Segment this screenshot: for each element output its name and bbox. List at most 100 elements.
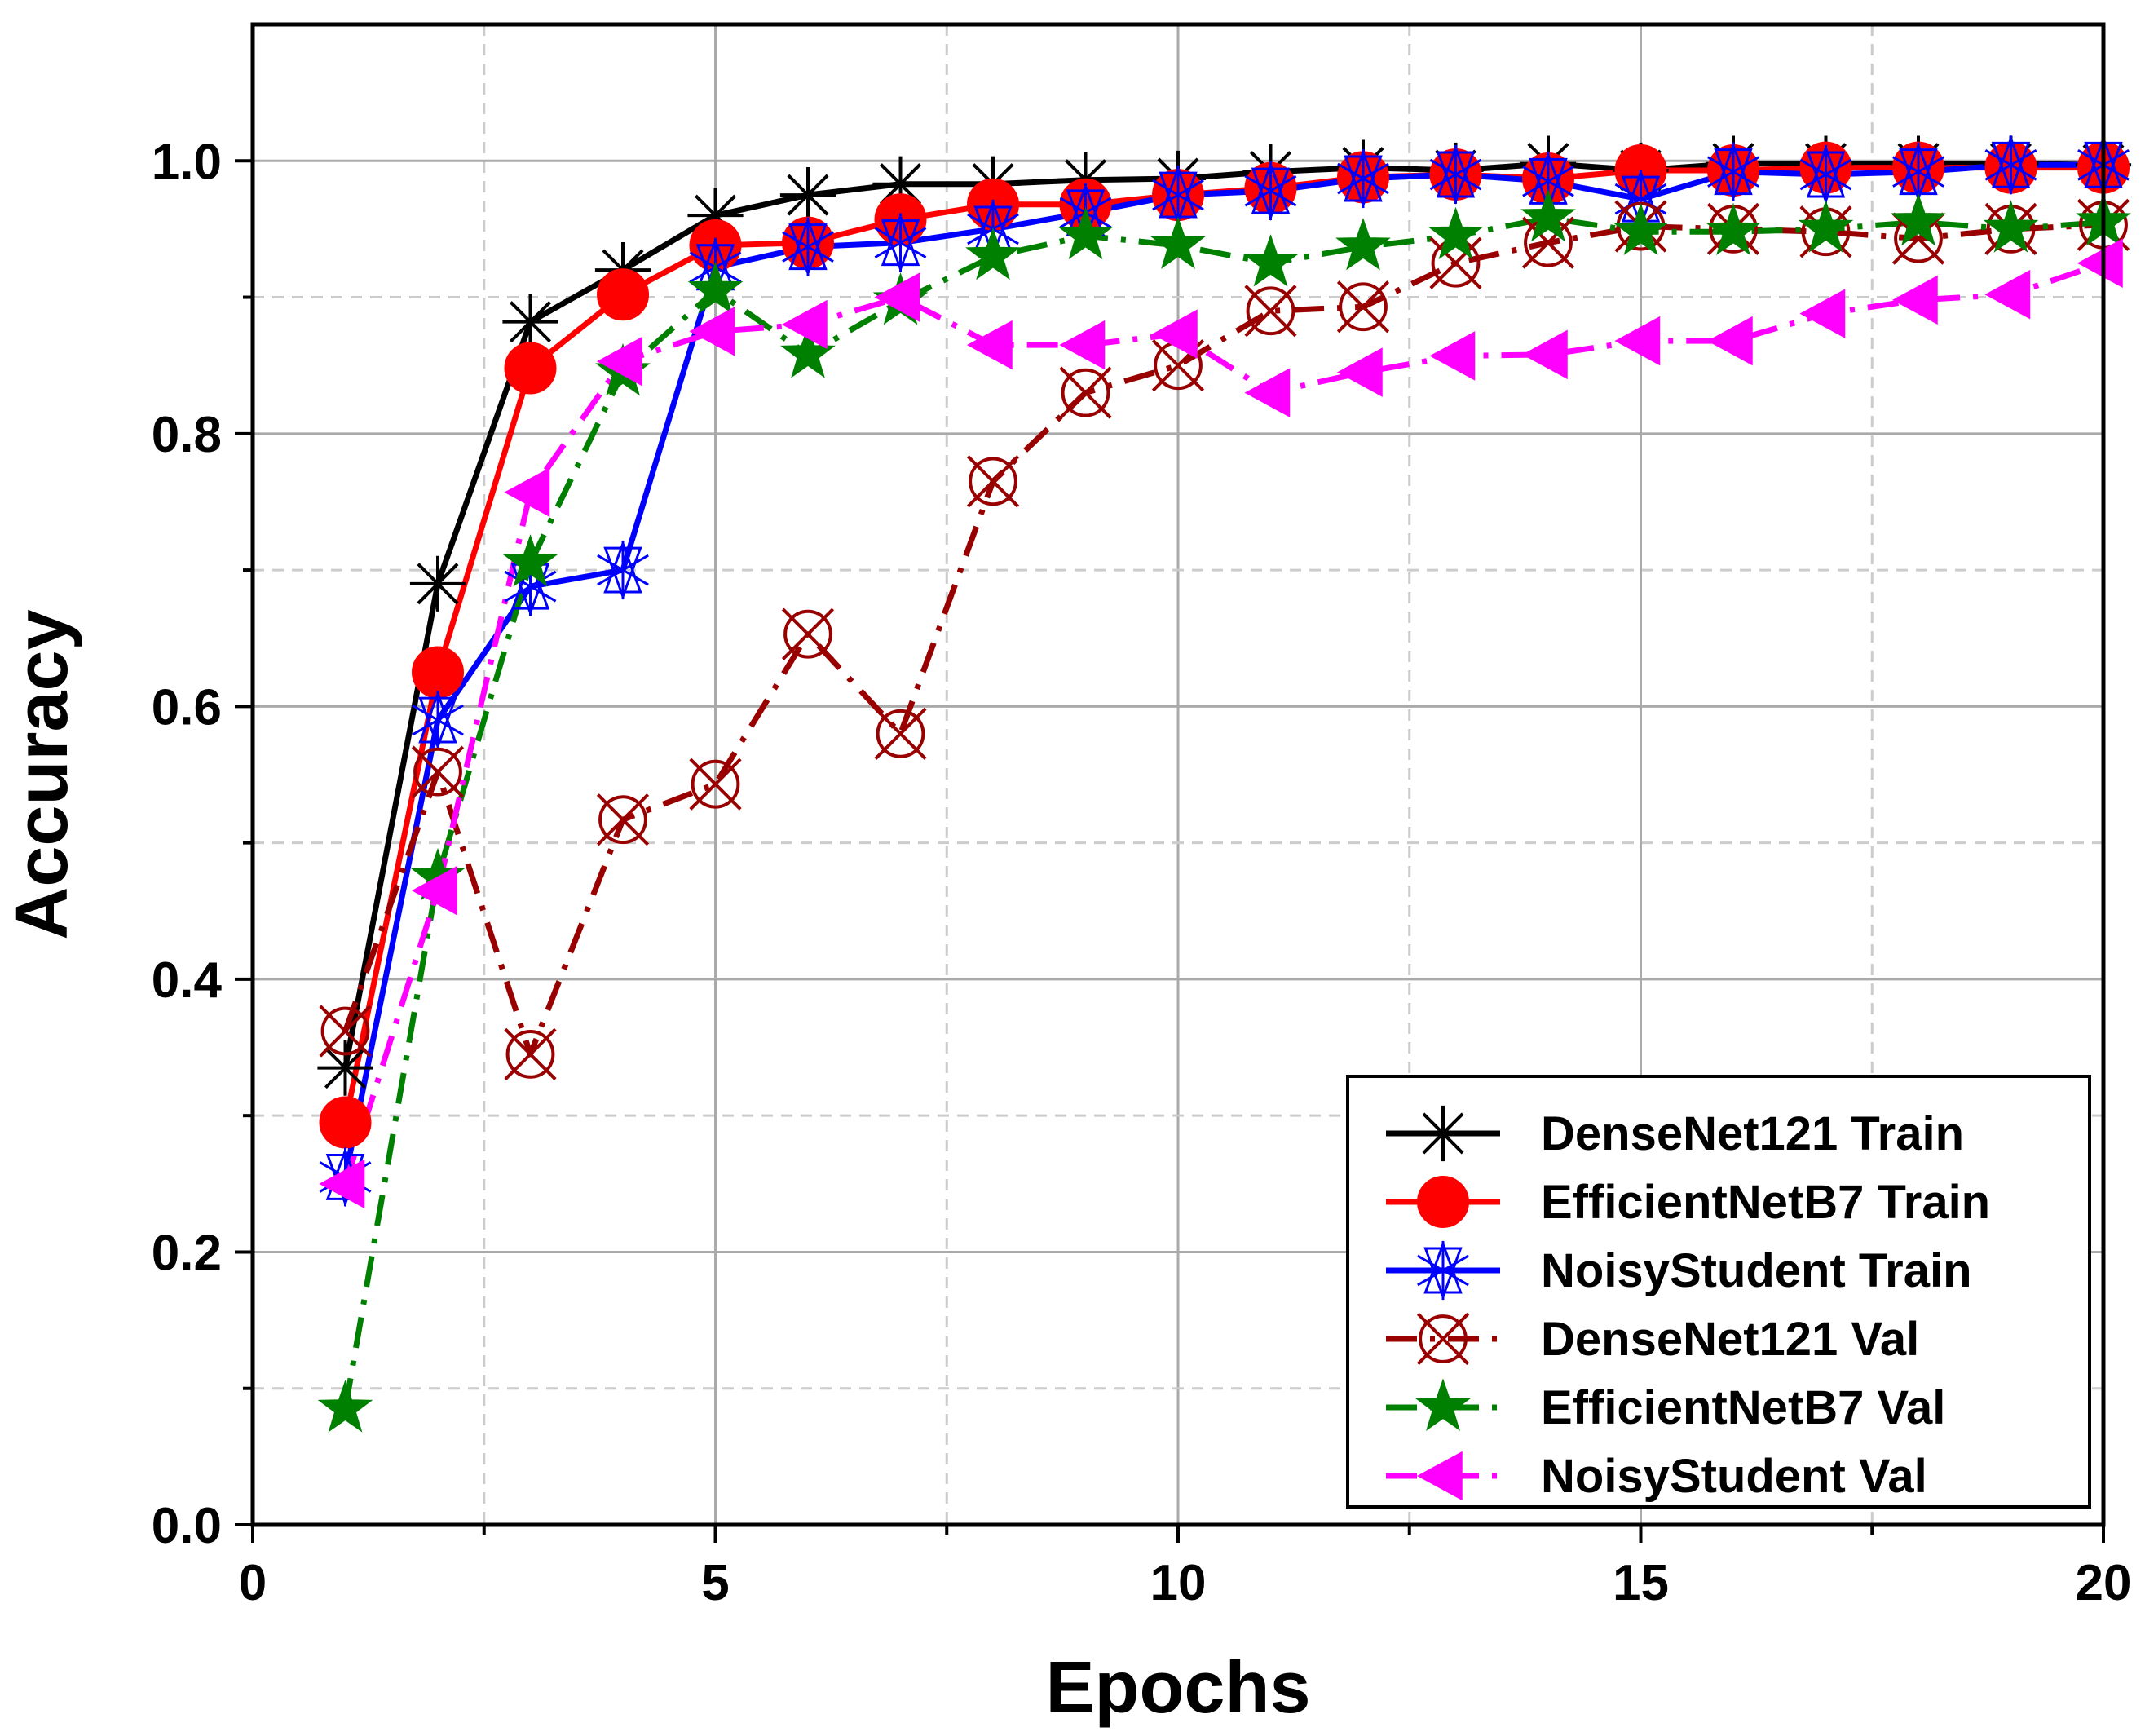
marker-star-x — [510, 556, 550, 610]
marker-star-x — [1707, 156, 1759, 188]
marker-star — [1613, 202, 1669, 256]
series-markers-3 — [319, 198, 2130, 1081]
marker-circle-x — [319, 1005, 372, 1058]
marker-star-x — [695, 244, 735, 298]
marker-circle-x — [320, 1006, 370, 1056]
legend-label: EfficientNetB7 Val — [1541, 1381, 1945, 1434]
marker-star — [1335, 218, 1391, 271]
marker-star-x — [1991, 135, 2031, 188]
marker-triangle-left — [504, 467, 550, 518]
marker-star-x — [1251, 167, 1291, 221]
legend-label: NoisyStudent Val — [1541, 1450, 1927, 1503]
x-tick-label: 10 — [1150, 1555, 1207, 1611]
marker-circle-x — [596, 793, 650, 846]
axes: 0 5 10 15 20 0.0 0.2 0.4 0.6 0.8 1.0 — [152, 134, 2132, 1611]
marker-circle-x — [1244, 285, 1297, 338]
marker-triangle-left — [1706, 316, 1753, 366]
marker-star-x — [603, 540, 642, 594]
marker-star — [317, 1380, 373, 1433]
marker-triangle-left — [781, 299, 828, 350]
marker-star-x — [603, 546, 642, 600]
marker-star-x — [1152, 179, 1204, 211]
marker-triangle-left — [1521, 329, 1568, 380]
marker-triangle-left — [596, 336, 642, 387]
marker-star-x — [1892, 156, 1944, 188]
legend-label: NoisyStudent Train — [1541, 1244, 1972, 1297]
marker-circle-x — [1059, 366, 1112, 419]
y-axis-title: Accuracy — [2, 609, 83, 939]
marker-star-x — [788, 216, 828, 271]
marker-star — [965, 227, 1021, 280]
marker-circle-x — [1429, 236, 1482, 289]
marker-asterisk — [509, 301, 552, 343]
marker-circle-x — [691, 759, 740, 809]
marker-triangle-left — [1984, 269, 2031, 320]
legend-label: EfficientNetB7 Train — [1541, 1176, 1990, 1229]
marker-star — [1798, 200, 1854, 253]
marker-star-x — [504, 570, 557, 603]
marker-circle-x — [1416, 1312, 1470, 1366]
marker-triangle-left — [2077, 238, 2123, 289]
x-tick-label: 20 — [2076, 1555, 2132, 1611]
marker-circle-x — [1521, 216, 1575, 269]
marker-star-x — [1344, 148, 1383, 202]
marker-circle-x — [1419, 1314, 1468, 1363]
marker-star-x — [418, 690, 457, 744]
marker-circle-x — [505, 1030, 555, 1079]
marker-star — [1706, 202, 1761, 256]
marker-triangle-left — [966, 320, 1013, 370]
marker-star-x — [1244, 174, 1297, 207]
series-markers-5 — [319, 238, 2123, 1209]
marker-star-x — [1337, 162, 1389, 195]
marker-star-x — [1806, 144, 1846, 198]
marker-star-x — [788, 223, 828, 277]
marker-star-x — [782, 231, 834, 263]
marker-circle-x — [1336, 280, 1390, 334]
marker-asterisk — [1422, 1112, 1464, 1155]
marker-star-x — [1417, 1254, 1469, 1287]
marker-star — [1983, 200, 2039, 253]
series-markers-2 — [319, 135, 2130, 1208]
marker-star-x — [1159, 171, 1198, 225]
marker-circle — [597, 268, 649, 321]
marker-star-x — [1621, 175, 1661, 229]
y-tick-label: 0.2 — [152, 1225, 222, 1281]
marker-circle — [504, 342, 557, 395]
marker-star — [1057, 206, 1114, 260]
marker-triangle-left — [1891, 275, 1938, 325]
marker-star-x — [1714, 148, 1753, 202]
marker-triangle-left — [874, 272, 920, 322]
marker-asterisk — [787, 174, 829, 216]
marker-circle-x — [874, 707, 927, 760]
marker-circle-x — [1246, 286, 1295, 336]
x-tick-label: 5 — [701, 1555, 729, 1611]
marker-star-x — [1066, 189, 1106, 243]
marker-circle-x — [969, 457, 1017, 506]
marker-circle-x — [411, 745, 465, 798]
marker-triangle-left — [689, 307, 735, 356]
marker-star-x — [412, 704, 464, 736]
marker-triangle-left — [1244, 368, 1291, 417]
marker-circle-x — [876, 709, 925, 758]
y-tick-label: 0.6 — [152, 679, 222, 735]
marker-asterisk — [324, 1047, 367, 1089]
marker-triangle-left — [1799, 289, 1846, 338]
marker-circle — [1417, 1176, 1469, 1228]
y-tick-label: 0.8 — [152, 407, 222, 463]
marker-star-x — [1436, 144, 1476, 198]
marker-star-x — [1436, 151, 1476, 205]
marker-star-x — [1714, 141, 1753, 196]
series-markers — [317, 135, 2132, 1433]
marker-triangle-left — [319, 1159, 365, 1209]
marker-star-x — [1899, 148, 1938, 202]
marker-circle-x — [689, 758, 742, 811]
legend-box — [1346, 1075, 2091, 1509]
marker-circle — [319, 1096, 372, 1149]
marker-star-x — [1806, 151, 1846, 205]
marker-asterisk — [417, 563, 459, 605]
marker-star — [502, 534, 558, 587]
marker-star-x — [1529, 157, 1568, 212]
marker-circle-x — [413, 747, 462, 797]
marker-circle-x — [966, 455, 1020, 508]
